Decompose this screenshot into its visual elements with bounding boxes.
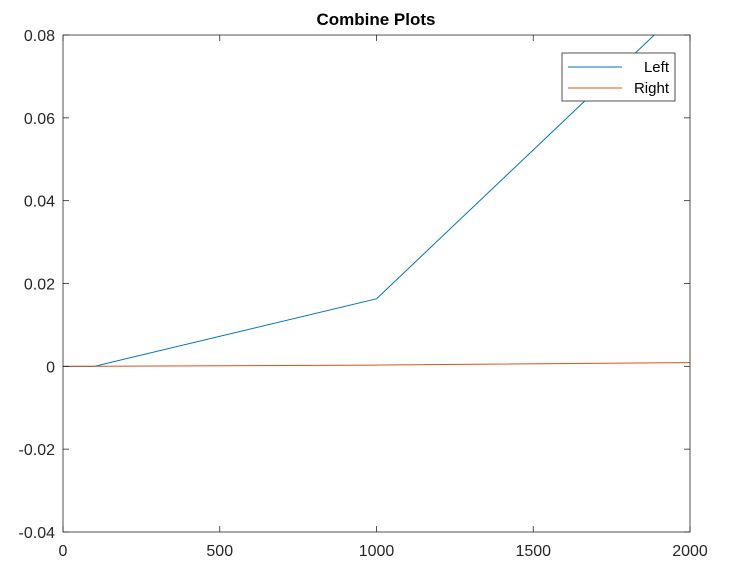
y-tick-label: 0.02 <box>24 277 55 294</box>
y-tick-label: 0.06 <box>24 111 55 128</box>
legend-label-right: Right <box>634 80 670 97</box>
axes: 0 500 1000 1500 2000 -0.04 -0.02 0 0.02 0.04 0.06 0… <box>19 28 708 560</box>
y-tick-label: 0.04 <box>24 194 55 211</box>
x-tick-label: 0 <box>59 543 68 560</box>
plot-area <box>63 35 690 532</box>
x-tick-label: 2000 <box>672 543 708 560</box>
y-tick-label: -0.02 <box>19 442 56 459</box>
plot-background <box>63 35 690 532</box>
y-tick-label: -0.04 <box>19 525 56 542</box>
x-tick-label: 1000 <box>359 543 395 560</box>
chart-title: Combine Plots <box>316 10 435 29</box>
legend-box <box>561 52 676 102</box>
legend-label-left: Left <box>644 59 670 76</box>
legend: Left Right <box>561 52 676 102</box>
x-tick-label: 500 <box>206 543 233 560</box>
x-tick-label: 1500 <box>515 543 551 560</box>
series-line-right <box>63 362 690 367</box>
y-tick-label: 0.08 <box>24 28 55 45</box>
y-tick-label: 0 <box>46 359 55 376</box>
